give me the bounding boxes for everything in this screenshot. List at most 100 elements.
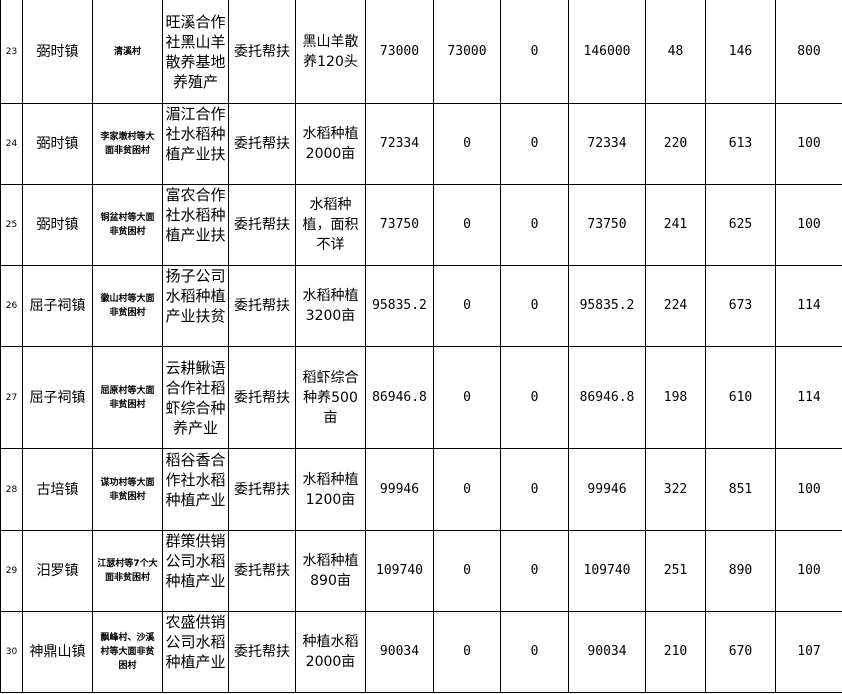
per-capita-cell: 100 bbox=[775, 184, 842, 266]
mode-cell: 委托帮扶 bbox=[228, 0, 296, 104]
total-cell: 109740 bbox=[568, 530, 646, 612]
amount-a-cell: 73000 bbox=[365, 0, 434, 104]
people-cell: 613 bbox=[705, 103, 776, 185]
table-row: 29 汨罗镇 江瑟村等7个大面非贫困村 群策供销公司水稻种植产业 委托帮扶 水稻种植890… bbox=[0, 530, 842, 612]
village-cell: 铜盆村等大面非贫困村 bbox=[92, 184, 163, 266]
project-cell: 湄江合作社水稻种植产业扶 bbox=[162, 103, 229, 185]
row-number: 25 bbox=[0, 184, 23, 266]
project-cell: 农盛供销公司水稻种植产业 bbox=[162, 611, 229, 693]
total-cell: 146000 bbox=[568, 0, 646, 104]
content-cell: 水稻种植1200亩 bbox=[295, 448, 366, 531]
village-cell: 清溪村 bbox=[92, 0, 163, 104]
village-cell: 徽山村等大面非贫困村 bbox=[92, 265, 163, 347]
amount-c-cell: 0 bbox=[500, 103, 569, 185]
households-cell: 198 bbox=[645, 346, 706, 449]
households-cell: 48 bbox=[645, 0, 706, 104]
amount-c-cell: 0 bbox=[500, 184, 569, 266]
amount-c-cell: 0 bbox=[500, 346, 569, 449]
amount-c-cell: 0 bbox=[500, 448, 569, 531]
mode-cell: 委托帮扶 bbox=[228, 346, 296, 449]
amount-b-cell: 0 bbox=[433, 611, 501, 693]
table-row: 25 弼时镇 铜盆村等大面非贫困村 富农合作社水稻种植产业扶 委托帮扶 水稻种植，面积不详… bbox=[0, 184, 842, 266]
total-cell: 90034 bbox=[568, 611, 646, 693]
town-cell: 弼时镇 bbox=[22, 0, 93, 104]
amount-b-cell: 0 bbox=[433, 265, 501, 347]
per-capita-cell: 100 bbox=[775, 530, 842, 612]
per-capita-cell: 114 bbox=[775, 346, 842, 449]
people-cell: 146 bbox=[705, 0, 776, 104]
people-cell: 890 bbox=[705, 530, 776, 612]
amount-b-cell: 0 bbox=[433, 530, 501, 612]
amount-a-cell: 86946.8 bbox=[365, 346, 434, 449]
village-cell: 谋功村等大面非贫困村 bbox=[92, 448, 163, 531]
town-cell: 汨罗镇 bbox=[22, 530, 93, 612]
people-cell: 673 bbox=[705, 265, 776, 347]
row-number: 24 bbox=[0, 103, 23, 185]
row-number: 26 bbox=[0, 265, 23, 347]
amount-b-cell: 0 bbox=[433, 346, 501, 449]
table-row: 27 屈子祠镇 屈原村等大面非贫困村 云耕鳅语合作社稻虾综合种养产业 委托帮扶 稻虾综合种… bbox=[0, 346, 842, 449]
total-cell: 99946 bbox=[568, 448, 646, 531]
amount-b-cell: 0 bbox=[433, 184, 501, 266]
amount-a-cell: 99946 bbox=[365, 448, 434, 531]
mode-cell: 委托帮扶 bbox=[228, 530, 296, 612]
households-cell: 224 bbox=[645, 265, 706, 347]
households-cell: 210 bbox=[645, 611, 706, 693]
people-cell: 670 bbox=[705, 611, 776, 693]
amount-c-cell: 0 bbox=[500, 265, 569, 347]
project-cell: 旺溪合作社黑山羊散养基地养殖产 bbox=[162, 0, 229, 104]
village-cell: 李家墩村等大面非贫困村 bbox=[92, 103, 163, 185]
row-number: 27 bbox=[0, 346, 23, 449]
content-cell: 黑山羊散养120头 bbox=[295, 0, 366, 104]
row-number: 23 bbox=[0, 0, 23, 104]
village-cell: 飘峰村、沙溪村等大面非贫困村 bbox=[92, 611, 163, 693]
content-cell: 水稻种植890亩 bbox=[295, 530, 366, 612]
per-capita-cell: 114 bbox=[775, 265, 842, 347]
people-cell: 610 bbox=[705, 346, 776, 449]
amount-a-cell: 95835.2 bbox=[365, 265, 434, 347]
amount-b-cell: 73000 bbox=[433, 0, 501, 104]
people-cell: 851 bbox=[705, 448, 776, 531]
town-cell: 弼时镇 bbox=[22, 103, 93, 185]
mode-cell: 委托帮扶 bbox=[228, 103, 296, 185]
total-cell: 73750 bbox=[568, 184, 646, 266]
amount-a-cell: 73750 bbox=[365, 184, 434, 266]
amount-b-cell: 0 bbox=[433, 448, 501, 531]
content-cell: 水稻种植2000亩 bbox=[295, 103, 366, 185]
per-capita-cell: 100 bbox=[775, 103, 842, 185]
row-number: 29 bbox=[0, 530, 23, 612]
table-row: 26 屈子祠镇 徽山村等大面非贫困村 扬子公司水稻种植产业扶贫 委托帮扶 水稻种植3200… bbox=[0, 265, 842, 347]
row-number: 28 bbox=[0, 448, 23, 531]
amount-b-cell: 0 bbox=[433, 103, 501, 185]
amount-a-cell: 109740 bbox=[365, 530, 434, 612]
total-cell: 72334 bbox=[568, 103, 646, 185]
households-cell: 251 bbox=[645, 530, 706, 612]
project-cell: 扬子公司水稻种植产业扶贫 bbox=[162, 265, 229, 347]
mode-cell: 委托帮扶 bbox=[228, 611, 296, 693]
content-cell: 稻虾综合种养500亩 bbox=[295, 346, 366, 449]
town-cell: 屈子祠镇 bbox=[22, 346, 93, 449]
per-capita-cell: 800 bbox=[775, 0, 842, 104]
amount-a-cell: 90034 bbox=[365, 611, 434, 693]
amount-a-cell: 72334 bbox=[365, 103, 434, 185]
table-row: 24 弼时镇 李家墩村等大面非贫困村 湄江合作社水稻种植产业扶 委托帮扶 水稻种植2000… bbox=[0, 103, 842, 185]
row-number: 30 bbox=[0, 611, 23, 693]
per-capita-cell: 107 bbox=[775, 611, 842, 693]
project-cell: 云耕鳅语合作社稻虾综合种养产业 bbox=[162, 346, 229, 449]
households-cell: 322 bbox=[645, 448, 706, 531]
amount-c-cell: 0 bbox=[500, 530, 569, 612]
project-cell: 富农合作社水稻种植产业扶 bbox=[162, 184, 229, 266]
total-cell: 95835.2 bbox=[568, 265, 646, 347]
table-row: 28 古培镇 谋功村等大面非贫困村 稻谷香合作社水稻种植产业 委托帮扶 水稻种植1200亩… bbox=[0, 448, 842, 531]
table-row: 23 弼时镇 清溪村 旺溪合作社黑山羊散养基地养殖产 委托帮扶 黑山羊散养120头 7300… bbox=[0, 0, 842, 104]
content-cell: 水稻种植，面积不详 bbox=[295, 184, 366, 266]
amount-c-cell: 0 bbox=[500, 0, 569, 104]
project-cell: 稻谷香合作社水稻种植产业 bbox=[162, 448, 229, 531]
content-cell: 种植水稻2000亩 bbox=[295, 611, 366, 693]
households-cell: 220 bbox=[645, 103, 706, 185]
mode-cell: 委托帮扶 bbox=[228, 448, 296, 531]
mode-cell: 委托帮扶 bbox=[228, 184, 296, 266]
town-cell: 屈子祠镇 bbox=[22, 265, 93, 347]
town-cell: 神鼎山镇 bbox=[22, 611, 93, 693]
